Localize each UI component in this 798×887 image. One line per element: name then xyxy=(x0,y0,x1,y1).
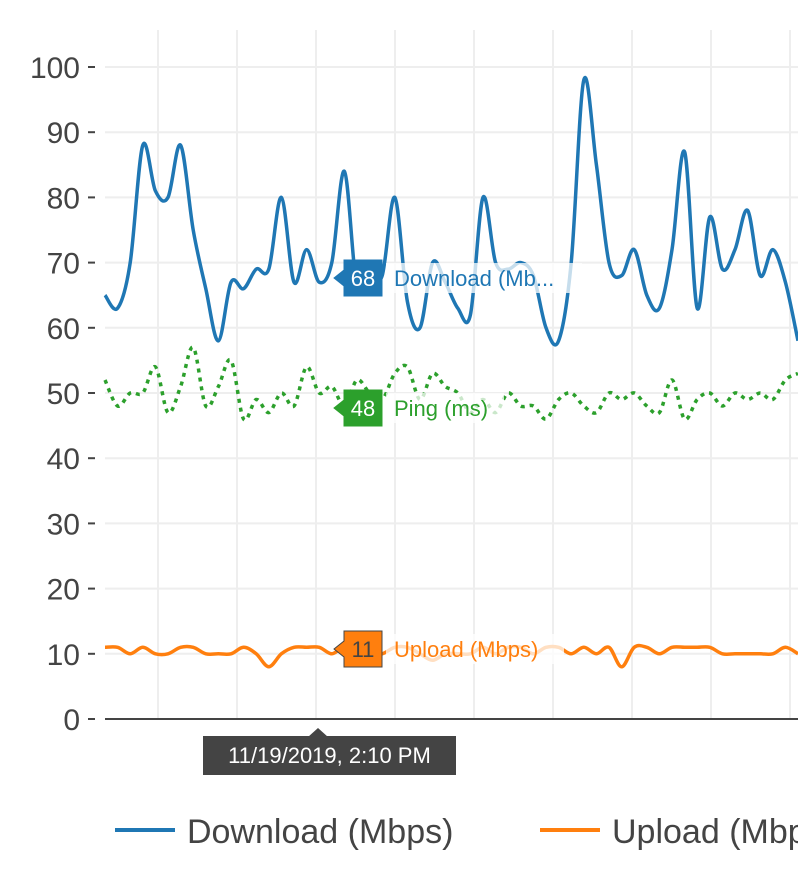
x-hover-box xyxy=(203,736,456,775)
legend-label: Download (Mbps) xyxy=(187,813,453,851)
upload-hover-name-bg xyxy=(386,634,564,664)
download-hover-name: Download (Mb... xyxy=(394,266,554,291)
upload-hover-name: Upload (Mbps) xyxy=(394,637,538,662)
x-hover-text: 11/19/2019, 2:10 PM xyxy=(228,743,431,768)
legend-item-download[interactable]: Download (Mbps) xyxy=(115,813,453,851)
y-axis: 0 10 20 30 40 50 60 70 80 90 100 xyxy=(30,52,95,737)
ping-hover-label: 48 Ping (ms) xyxy=(333,389,504,427)
x-hover-pointer xyxy=(308,728,328,737)
ping-hover-name: Ping (ms) xyxy=(394,396,488,421)
ping-hover-value: 48 xyxy=(351,396,375,421)
vertical-gridlines xyxy=(157,30,791,719)
download-hover-name-bg xyxy=(386,263,582,293)
y-tick-label: 100 xyxy=(30,52,80,85)
download-hover-value-box xyxy=(333,259,383,297)
download-hover-value: 68 xyxy=(351,266,375,291)
ping-hover-value-box xyxy=(333,389,383,427)
x-hover-label: 11/19/2019, 2:10 PM xyxy=(203,728,456,775)
y-tick-label: 0 xyxy=(63,704,80,737)
horizontal-gridlines xyxy=(105,66,798,655)
y-tick-label: 50 xyxy=(47,378,80,411)
y-tick-label: 20 xyxy=(47,574,80,607)
legend[interactable]: Download (Mbps) Upload (Mbps) xyxy=(115,813,798,851)
ping-series-line[interactable] xyxy=(103,345,798,422)
y-tick-label: 80 xyxy=(47,182,80,215)
y-tick-label: 90 xyxy=(47,117,80,150)
legend-item-upload[interactable]: Upload (Mbps) xyxy=(540,813,798,851)
legend-label: Upload (Mbps) xyxy=(612,813,798,851)
y-tick-label: 60 xyxy=(47,313,80,346)
y-tick-label: 30 xyxy=(47,508,80,541)
series-lines[interactable] xyxy=(103,75,798,669)
hover-labels: 68 Download (Mb... 48 Ping (ms) 11 Upload (Mb… xyxy=(333,259,582,668)
download-series-line[interactable] xyxy=(103,75,798,347)
download-hover-label: 68 Download (Mb... xyxy=(333,259,582,297)
upload-hover-value: 11 xyxy=(352,637,375,662)
y-tick-label: 70 xyxy=(47,248,80,281)
upload-hover-label: 11 Upload (Mbps) xyxy=(333,630,564,668)
y-tick-label: 10 xyxy=(47,639,80,672)
upload-hover-value-box xyxy=(333,630,383,668)
y-tick-label: 40 xyxy=(47,443,80,476)
ping-hover-name-bg xyxy=(386,393,504,423)
